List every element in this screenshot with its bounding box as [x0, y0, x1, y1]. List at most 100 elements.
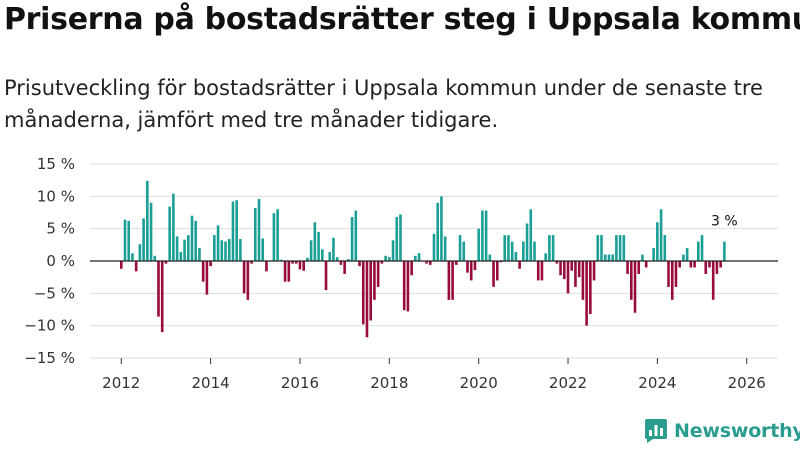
bar	[440, 196, 443, 261]
bar	[131, 253, 134, 261]
y-tick-label: −10 %	[24, 317, 75, 335]
bar	[544, 253, 547, 261]
bar	[380, 261, 384, 264]
chart-title: Priserna på bostadsrätter steg i Uppsala…	[4, 2, 800, 37]
bar	[324, 261, 328, 291]
bar	[250, 261, 253, 264]
bar	[533, 241, 536, 261]
bar	[272, 213, 276, 261]
annotations: 3 %	[711, 214, 738, 230]
bar	[469, 261, 473, 281]
bar	[670, 261, 674, 300]
bar	[510, 241, 514, 261]
bar	[291, 261, 294, 264]
bar	[328, 251, 332, 261]
newsworthy-logo-icon	[645, 419, 667, 443]
bar	[674, 261, 678, 287]
bar	[384, 255, 387, 261]
bar	[589, 261, 592, 315]
bar	[354, 210, 358, 261]
bar	[406, 261, 410, 312]
bar	[183, 239, 186, 261]
bar	[153, 255, 157, 261]
bar	[495, 261, 499, 281]
bar	[298, 261, 302, 270]
bar	[574, 261, 577, 287]
bar	[242, 261, 246, 294]
bar	[376, 261, 380, 287]
bar	[529, 209, 533, 261]
bar	[164, 261, 168, 264]
bar	[615, 235, 618, 261]
bar	[693, 261, 696, 268]
bar	[443, 236, 447, 261]
bar	[570, 261, 574, 271]
bar	[402, 261, 406, 311]
x-tick-label: 2020	[460, 374, 498, 392]
bar	[525, 223, 529, 261]
bar	[697, 241, 700, 261]
bar	[719, 261, 722, 268]
x-tick-label: 2024	[638, 374, 676, 392]
y-axis-tick-labels: 15 % 10 % 5 % 0 % −5 % −10 % −15 %	[24, 155, 75, 367]
bar	[581, 261, 585, 300]
bar	[637, 261, 641, 274]
bar	[395, 217, 399, 261]
bar	[239, 239, 242, 261]
bar	[425, 261, 428, 264]
bar	[265, 261, 268, 272]
bar	[428, 261, 432, 265]
bar	[410, 261, 413, 276]
bar	[711, 261, 715, 300]
y-tick-label: 15 %	[37, 155, 75, 173]
bar	[685, 248, 689, 261]
bar	[205, 261, 209, 295]
newsworthy-brand: Newsworthy	[644, 418, 800, 444]
bar	[373, 261, 376, 300]
bar	[548, 235, 551, 261]
bar	[458, 235, 462, 261]
bar	[227, 239, 231, 261]
bar	[715, 261, 719, 274]
bar	[518, 261, 521, 269]
bar	[466, 261, 469, 273]
bar	[596, 235, 600, 261]
bar	[335, 257, 339, 261]
bar	[306, 257, 309, 261]
bar	[294, 261, 298, 264]
x-tick-label: 2012	[102, 374, 140, 392]
bar	[347, 259, 350, 261]
bar	[618, 235, 622, 261]
bar	[253, 207, 257, 261]
bar	[332, 237, 335, 261]
bar	[213, 235, 216, 261]
bar	[257, 198, 261, 261]
bar	[261, 238, 265, 261]
bar	[339, 261, 343, 265]
bar	[119, 261, 123, 269]
bar	[607, 254, 611, 261]
bar	[682, 254, 685, 261]
bar	[592, 261, 596, 281]
bar	[689, 261, 693, 268]
bar	[134, 261, 138, 272]
bar	[704, 261, 708, 274]
bar	[540, 261, 544, 281]
bar	[358, 261, 361, 267]
bar	[343, 261, 346, 274]
bar	[361, 261, 365, 325]
y-tick-label: −5 %	[34, 284, 75, 302]
y-tick-label: 10 %	[37, 187, 75, 205]
bar	[198, 248, 201, 261]
bar	[231, 201, 235, 261]
bar	[644, 261, 648, 268]
bar	[678, 261, 681, 268]
bar	[138, 244, 142, 261]
bar	[656, 222, 659, 261]
bar	[473, 261, 477, 271]
x-tick-label: 2016	[281, 374, 319, 392]
bar	[175, 236, 179, 261]
bar	[551, 235, 555, 261]
bar	[313, 222, 317, 261]
